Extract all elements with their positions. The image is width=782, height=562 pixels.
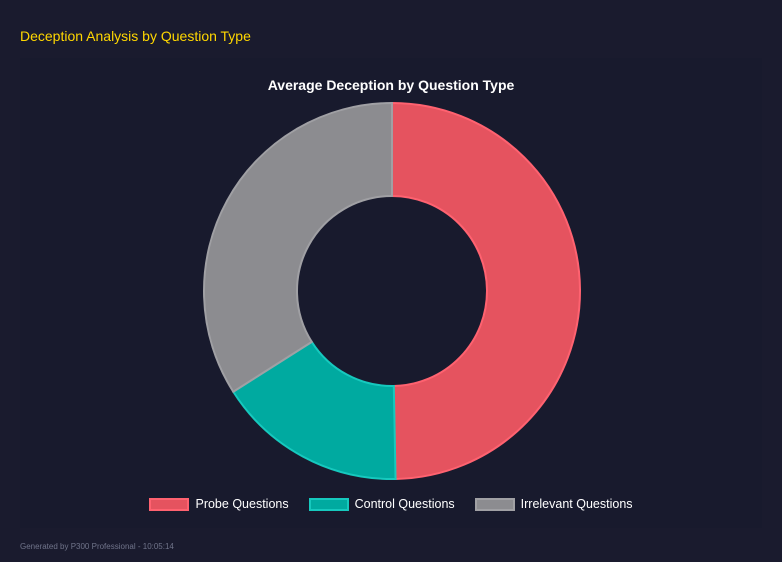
legend-swatch — [474, 497, 515, 511]
legend-label: Irrelevant Questions — [520, 497, 633, 511]
chart-title: Average Deception by Question Type — [267, 77, 515, 93]
page-heading: Deception Analysis by Question Type — [20, 28, 251, 44]
slice-control-questions[interactable] — [231, 340, 397, 480]
legend-label: Probe Questions — [195, 497, 289, 511]
legend-item-irrelevant-questions[interactable]: Irrelevant Questions — [474, 497, 633, 511]
legend-swatch — [308, 497, 349, 511]
legend-item-probe-questions[interactable]: Probe Questions — [149, 497, 289, 511]
slice-probe-questions[interactable] — [391, 101, 582, 480]
legend-swatch — [149, 497, 190, 511]
slice-irrelevant-questions[interactable] — [203, 101, 393, 394]
legend-item-control-questions[interactable]: Control Questions — [308, 497, 455, 511]
footer-text: Generated by P300 Professional - 10:05:1… — [20, 542, 174, 551]
legend-label: Control Questions — [354, 497, 455, 511]
chart-legend: Probe Questions Control Questions Irreleva… — [0, 497, 782, 511]
